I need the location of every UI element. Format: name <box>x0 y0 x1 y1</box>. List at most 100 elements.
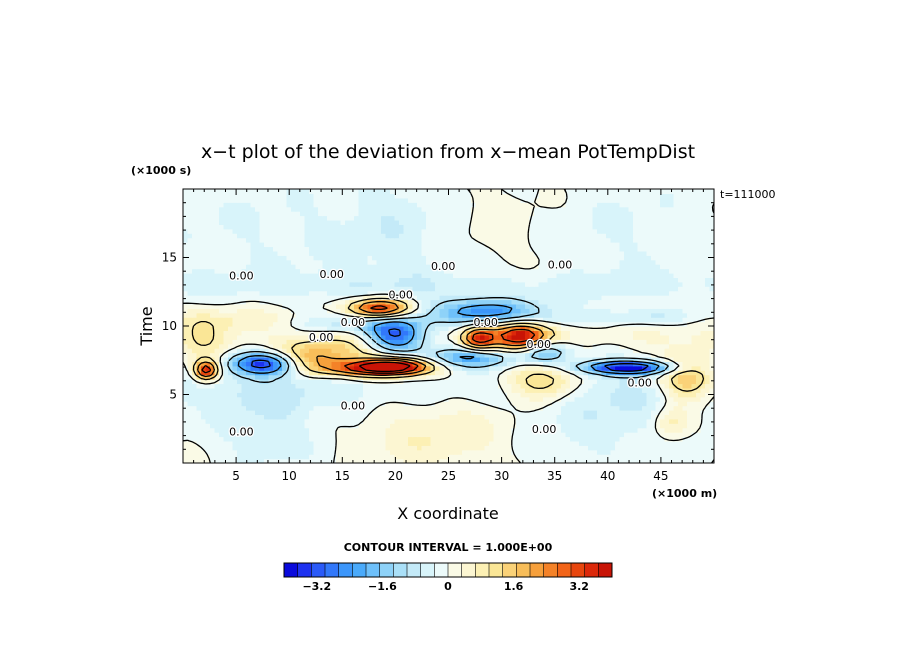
heatmap-cell <box>322 295 328 301</box>
heatmap-cell <box>358 352 364 358</box>
heatmap-cell <box>502 409 508 415</box>
heatmap-cell <box>552 374 558 380</box>
heatmap-cell <box>196 418 202 424</box>
heatmap-cell <box>412 356 418 362</box>
heatmap-cell <box>561 317 567 323</box>
heatmap-cell <box>660 392 666 398</box>
heatmap-cell <box>340 423 346 429</box>
heatmap-cell <box>390 423 396 429</box>
heatmap-cell <box>336 308 342 314</box>
heatmap-cell <box>399 290 405 296</box>
heatmap-cell <box>336 374 342 380</box>
heatmap-cell <box>318 365 324 371</box>
heatmap-cell <box>709 458 714 463</box>
heatmap-cell <box>471 392 477 398</box>
heatmap-cell <box>579 401 585 407</box>
heatmap-cell <box>264 396 270 402</box>
heatmap-cell <box>592 387 598 393</box>
heatmap-cell <box>309 295 315 301</box>
heatmap-cell <box>619 352 625 358</box>
heatmap-cell <box>547 365 553 371</box>
heatmap-cell <box>228 295 234 301</box>
heatmap-cell <box>475 449 481 455</box>
heatmap-cell <box>480 361 486 367</box>
heatmap-cell <box>678 365 684 371</box>
heatmap-cell <box>372 436 378 442</box>
heatmap-cell <box>309 352 315 358</box>
heatmap-cell <box>295 303 301 309</box>
heatmap-cell <box>606 290 612 296</box>
heatmap-cell <box>345 379 351 385</box>
heatmap-cell <box>183 383 189 389</box>
heatmap-cell <box>511 334 517 340</box>
heatmap-cell <box>214 308 220 314</box>
heatmap-cell <box>394 414 400 420</box>
heatmap-cell <box>601 432 607 438</box>
heatmap-cell <box>646 387 652 393</box>
heatmap-cell <box>264 414 270 420</box>
heatmap-cell <box>673 334 679 340</box>
heatmap-cell <box>403 330 409 336</box>
heatmap-cell <box>583 405 589 411</box>
heatmap-cell <box>309 445 315 451</box>
heatmap-cell <box>354 312 360 318</box>
heatmap-cell <box>664 352 670 358</box>
heatmap-cell <box>309 343 315 349</box>
heatmap-cell <box>637 432 643 438</box>
heatmap-cell <box>691 356 697 362</box>
heatmap-cell <box>507 356 513 362</box>
heatmap-cell <box>691 317 697 323</box>
heatmap-cell <box>498 281 504 287</box>
heatmap-cell <box>556 387 562 393</box>
heatmap-cell <box>651 449 657 455</box>
heatmap-cell <box>502 396 508 402</box>
heatmap-cell <box>507 396 513 402</box>
heatmap-cell <box>295 392 301 398</box>
heatmap-cell <box>489 281 495 287</box>
heatmap-cell <box>583 286 589 292</box>
heatmap-cell <box>574 387 580 393</box>
heatmap-cell <box>484 330 490 336</box>
heatmap-cell <box>277 392 283 398</box>
heatmap-cell <box>637 348 643 354</box>
heatmap-cell <box>421 383 427 389</box>
heatmap-cell <box>660 418 666 424</box>
heatmap-cell <box>498 370 504 376</box>
heatmap-cell <box>687 299 693 305</box>
heatmap-cell <box>201 352 207 358</box>
heatmap-cell <box>534 396 540 402</box>
heatmap-cell <box>651 290 657 296</box>
heatmap-cell <box>462 418 468 424</box>
heatmap-cell <box>489 374 495 380</box>
heatmap-cell <box>475 365 481 371</box>
heatmap-cell <box>210 326 216 332</box>
heatmap-cell <box>660 317 666 323</box>
heatmap-cell <box>214 321 220 327</box>
heatmap-cell <box>430 365 436 371</box>
heatmap-cell <box>561 392 567 398</box>
heatmap-cell <box>538 423 544 429</box>
heatmap-cell <box>633 281 639 287</box>
heatmap-cell <box>219 458 225 463</box>
heatmap-cell <box>610 290 616 296</box>
heatmap-cell <box>250 308 256 314</box>
heatmap-cell <box>322 454 328 460</box>
heatmap-cell <box>354 445 360 451</box>
heatmap-cell <box>547 281 553 287</box>
heatmap-cell <box>322 432 328 438</box>
heatmap-cell <box>286 299 292 305</box>
heatmap-cell <box>439 303 445 309</box>
heatmap-cell <box>354 458 360 463</box>
heatmap-cell <box>579 454 585 460</box>
heatmap-cell <box>187 370 193 376</box>
heatmap-cell <box>408 436 414 442</box>
heatmap-cell <box>502 365 508 371</box>
heatmap-cell <box>331 330 337 336</box>
heatmap-cell <box>421 458 427 463</box>
heatmap-cell <box>480 414 486 420</box>
heatmap-cell <box>687 348 693 354</box>
heatmap-cell <box>664 303 670 309</box>
heatmap-cell <box>444 370 450 376</box>
heatmap-cell <box>570 379 576 385</box>
heatmap-cell <box>210 334 216 340</box>
